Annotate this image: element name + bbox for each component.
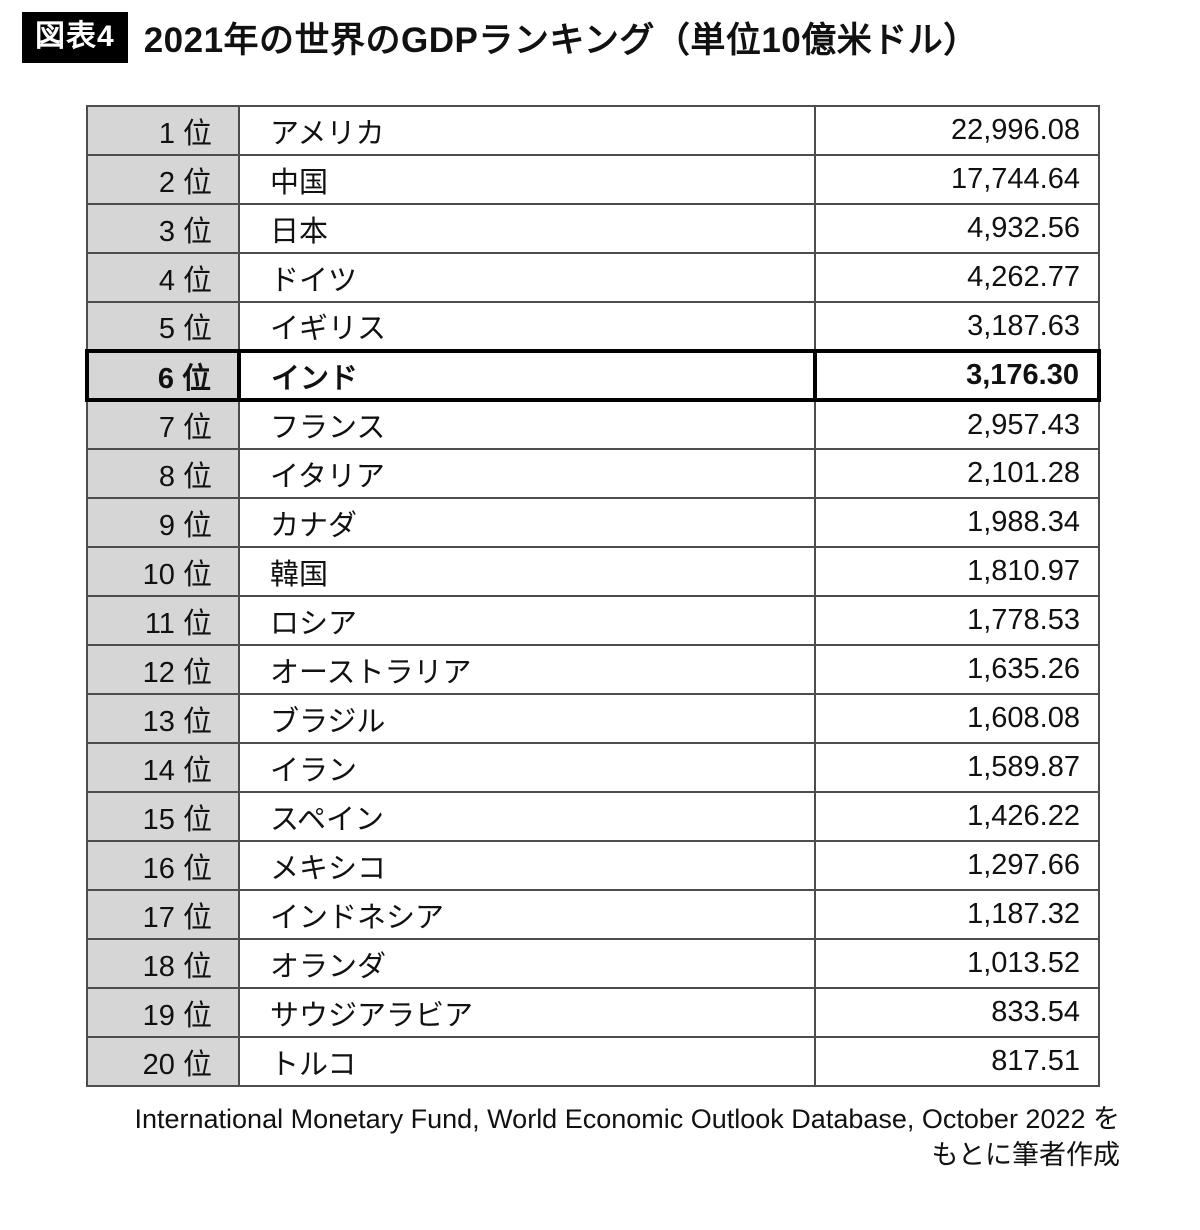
country-cell: インドネシア	[238, 889, 816, 940]
table-row: 12 位 オーストラリア 1,635.26	[86, 644, 1100, 695]
country-cell: スペイン	[238, 791, 816, 842]
value-cell: 1,426.22	[814, 791, 1100, 842]
rank-cell: 20 位	[86, 1036, 240, 1087]
rank-cell: 9 位	[86, 497, 240, 548]
rank-cell: 16 位	[86, 840, 240, 891]
source-line-1: International Monetary Fund, World Econo…	[134, 1104, 1120, 1134]
value-cell: 833.54	[814, 987, 1100, 1038]
value-cell: 2,957.43	[814, 399, 1100, 450]
table-row: 11 位 ロシア 1,778.53	[86, 595, 1100, 646]
source-note: International Monetary Fund, World Econo…	[78, 1101, 1120, 1174]
rank-cell: 2 位	[86, 154, 240, 205]
rank-cell: 15 位	[86, 791, 240, 842]
rank-cell: 14 位	[86, 742, 240, 793]
value-cell: 817.51	[814, 1036, 1100, 1087]
value-cell: 1,589.87	[814, 742, 1100, 793]
country-cell: アメリカ	[238, 105, 816, 156]
country-cell: トルコ	[238, 1036, 816, 1087]
table-row: 9 位 カナダ 1,988.34	[86, 497, 1100, 548]
value-cell: 1,297.66	[814, 840, 1100, 891]
gdp-table-body: 1 位 アメリカ 22,996.08 2 位 中国 17,744.64 3 位 …	[85, 105, 1101, 1087]
value-cell: 22,996.08	[814, 105, 1100, 156]
country-cell: イタリア	[238, 448, 816, 499]
rank-cell: 1 位	[86, 105, 240, 156]
rank-cell: 13 位	[86, 693, 240, 744]
table-row: 7 位 フランス 2,957.43	[86, 399, 1100, 450]
value-cell: 1,013.52	[814, 938, 1100, 989]
table-row: 13 位 ブラジル 1,608.08	[86, 693, 1100, 744]
value-cell: 1,988.34	[814, 497, 1100, 548]
value-cell: 1,187.32	[814, 889, 1100, 940]
value-cell: 4,262.77	[814, 252, 1100, 303]
value-cell: 1,635.26	[814, 644, 1100, 695]
source-line-2: もとに筆者作成	[931, 1140, 1120, 1171]
table-row: 3 位 日本 4,932.56	[86, 203, 1100, 254]
country-cell: オランダ	[238, 938, 816, 989]
country-cell: ロシア	[238, 595, 816, 646]
country-cell: メキシコ	[238, 840, 816, 891]
value-cell: 4,932.56	[814, 203, 1100, 254]
table-row: 8 位 イタリア 2,101.28	[86, 448, 1100, 499]
value-cell: 3,187.63	[814, 301, 1100, 352]
table-row: 5 位 イギリス 3,187.63	[86, 301, 1100, 352]
table-row: 20 位 トルコ 817.51	[86, 1036, 1100, 1087]
country-cell: イラン	[238, 742, 816, 793]
country-cell: ドイツ	[238, 252, 816, 303]
rank-cell: 10 位	[86, 546, 240, 597]
country-cell: 中国	[238, 154, 816, 205]
country-cell: ブラジル	[238, 693, 816, 744]
table-row: 2 位 中国 17,744.64	[86, 154, 1100, 205]
figure-title: 2021年の世界のGDPランキング（単位10億米ドル）	[143, 21, 979, 60]
country-cell: フランス	[238, 399, 816, 450]
figure-header: 図表4 2021年の世界のGDPランキング（単位10億米ドル）	[0, 0, 1200, 63]
table-row: 1 位 アメリカ 22,996.08	[86, 105, 1100, 156]
table-row: 4 位 ドイツ 4,262.77	[86, 252, 1100, 303]
rank-cell: 11 位	[86, 595, 240, 646]
value-cell: 2,101.28	[814, 448, 1100, 499]
value-cell: 1,608.08	[814, 693, 1100, 744]
rank-cell: 3 位	[86, 203, 240, 254]
rank-cell: 8 位	[86, 448, 240, 499]
rank-cell: 18 位	[86, 938, 240, 989]
country-cell: カナダ	[238, 497, 816, 548]
rank-cell: 12 位	[86, 644, 240, 695]
rank-cell: 6 位	[85, 349, 241, 402]
rank-cell: 7 位	[86, 399, 240, 450]
table-row: 17 位 インドネシア 1,187.32	[86, 889, 1100, 940]
rank-cell: 4 位	[86, 252, 240, 303]
country-cell: サウジアラビア	[238, 987, 816, 1038]
table-row: 10 位 韓国 1,810.97	[86, 546, 1100, 597]
gdp-ranking-table: 1 位 アメリカ 22,996.08 2 位 中国 17,744.64 3 位 …	[85, 105, 1101, 1087]
table-row: 6 位 インド 3,176.30	[85, 349, 1101, 402]
country-cell: 日本	[238, 203, 816, 254]
figure-tag-badge: 図表4	[22, 12, 128, 63]
country-cell: イギリス	[238, 301, 816, 352]
value-cell: 17,744.64	[814, 154, 1100, 205]
rank-cell: 17 位	[86, 889, 240, 940]
table-row: 16 位 メキシコ 1,297.66	[86, 840, 1100, 891]
value-cell: 1,778.53	[814, 595, 1100, 646]
value-cell: 3,176.30	[813, 349, 1101, 402]
table-row: 19 位 サウジアラビア 833.54	[86, 987, 1100, 1038]
table-row: 18 位 オランダ 1,013.52	[86, 938, 1100, 989]
table-row: 15 位 スペイン 1,426.22	[86, 791, 1100, 842]
rank-cell: 5 位	[86, 301, 240, 352]
value-cell: 1,810.97	[814, 546, 1100, 597]
country-cell: 韓国	[238, 546, 816, 597]
country-cell: インド	[237, 349, 817, 402]
table-row: 14 位 イラン 1,589.87	[86, 742, 1100, 793]
rank-cell: 19 位	[86, 987, 240, 1038]
country-cell: オーストラリア	[238, 644, 816, 695]
